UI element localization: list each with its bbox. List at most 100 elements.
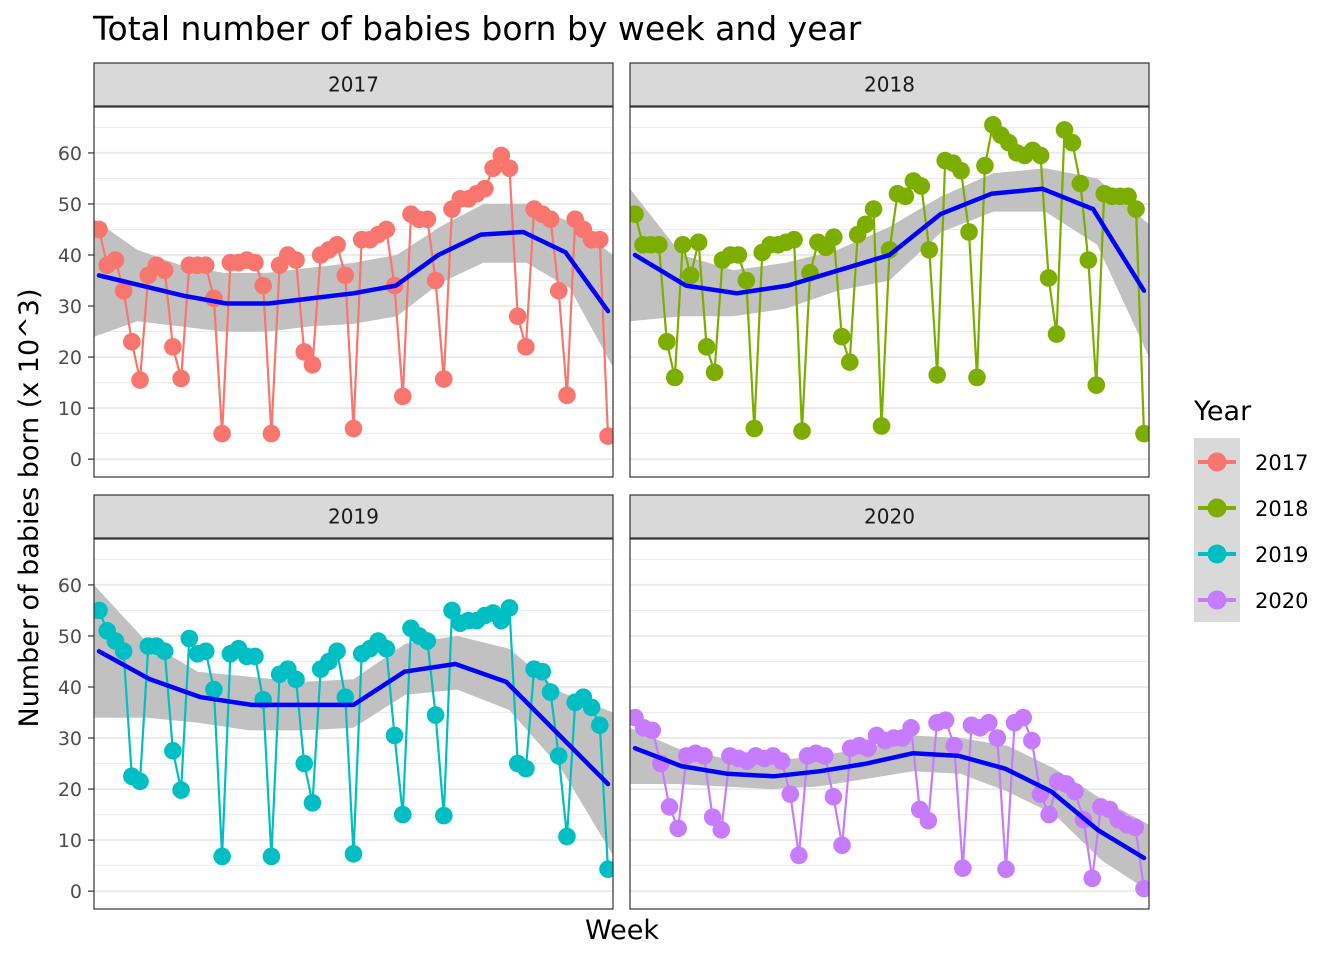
data-point <box>872 417 891 435</box>
y-tick-label: 10 <box>58 830 82 852</box>
data-point <box>484 159 502 178</box>
y-tick-label: 0 <box>70 881 82 903</box>
data-point <box>254 276 272 295</box>
data-point <box>476 179 494 198</box>
data-point <box>196 642 215 661</box>
data-point <box>262 847 281 866</box>
data-point <box>131 371 149 389</box>
y-axis-label: Number of babies born (x 10^3) <box>14 288 45 727</box>
data-point <box>393 387 412 406</box>
data-point <box>815 747 834 765</box>
facet-strip-2020 <box>629 494 1150 539</box>
data-point <box>213 847 231 866</box>
facet-strip-2018 <box>629 62 1150 107</box>
data-point <box>705 363 724 382</box>
y-tick-label: 20 <box>58 779 82 801</box>
data-point <box>558 827 576 846</box>
data-point <box>790 846 808 865</box>
data-point <box>781 785 800 803</box>
data-point <box>859 739 877 758</box>
data-point <box>336 688 355 707</box>
data-point <box>295 343 314 361</box>
data-point <box>695 747 713 765</box>
y-tick-label: 60 <box>58 575 82 597</box>
data-point <box>590 716 609 735</box>
data-point <box>681 266 700 285</box>
data-point <box>328 642 346 661</box>
data-point <box>336 266 355 285</box>
data-point <box>262 424 281 443</box>
data-point <box>665 368 684 387</box>
data-point <box>979 713 998 732</box>
data-point <box>172 781 190 799</box>
legend-point <box>1207 590 1227 610</box>
legend-point <box>1207 452 1227 472</box>
data-point <box>968 368 986 387</box>
data-point <box>1039 269 1058 287</box>
data-point <box>303 355 322 374</box>
data-point <box>1135 424 1149 443</box>
confidence-band <box>630 727 1149 892</box>
data-point <box>443 601 461 620</box>
data-point <box>712 821 731 839</box>
data-point <box>988 729 1007 747</box>
data-point <box>832 327 851 346</box>
legend-point <box>1207 498 1227 518</box>
data-point <box>123 332 141 351</box>
data-point <box>164 741 182 760</box>
data-point <box>426 706 445 724</box>
data-point <box>1063 133 1082 152</box>
panel-background <box>630 539 1149 909</box>
data-point <box>114 281 133 300</box>
data-point <box>703 808 722 826</box>
data-point <box>658 332 676 351</box>
panel-2020: 2020 <box>629 494 1150 910</box>
data-point <box>541 683 560 701</box>
data-point <box>1014 708 1033 727</box>
data-point <box>558 386 576 405</box>
data-point <box>328 235 346 254</box>
data-point <box>418 210 437 229</box>
confidence-band <box>94 204 613 368</box>
facet-strip-label-2017: 2017 <box>328 73 379 97</box>
data-point <box>344 845 363 863</box>
data-point <box>172 369 190 388</box>
facet-strip-label-2019: 2019 <box>328 505 379 529</box>
data-point <box>1023 731 1041 750</box>
data-point <box>541 210 560 229</box>
panels-layer: 2017010203040506020182019010203040506020… <box>58 62 1150 910</box>
data-point <box>745 419 764 438</box>
legend-label: 2018 <box>1255 497 1308 521</box>
data-point <box>344 419 363 438</box>
panel-border <box>93 538 614 910</box>
legend-item-2018: 2018 <box>1198 497 1308 521</box>
data-point <box>599 860 613 878</box>
data-point <box>1040 805 1058 824</box>
facet-strip-2017 <box>93 62 614 107</box>
legend: Year 2017 2018 2019 2020 <box>1193 396 1308 622</box>
trend-line-2018 <box>632 186 1147 296</box>
y-tick-label: 50 <box>58 626 82 648</box>
data-point <box>106 251 125 269</box>
data-point <box>303 794 322 812</box>
data-point <box>997 860 1015 878</box>
data-point <box>94 601 108 620</box>
x-axis-label: Week <box>585 915 659 946</box>
data-point <box>287 670 305 689</box>
data-point <box>960 223 978 241</box>
data-point <box>919 811 938 830</box>
data-point <box>508 307 527 326</box>
y-tick-label: 20 <box>58 347 82 369</box>
data-point <box>1079 251 1098 269</box>
data-point <box>1047 325 1066 343</box>
y-tick-label: 40 <box>58 677 82 699</box>
plot-area <box>630 116 1149 443</box>
data-point <box>864 200 883 218</box>
data-point <box>155 642 174 661</box>
legend-items: 2017 2018 2019 2020 <box>1194 438 1308 622</box>
data-point <box>500 159 519 178</box>
data-point <box>1071 174 1090 193</box>
chart-title: Total number of babies born by week and … <box>92 9 862 48</box>
data-point <box>435 370 453 388</box>
data-point <box>517 338 535 356</box>
